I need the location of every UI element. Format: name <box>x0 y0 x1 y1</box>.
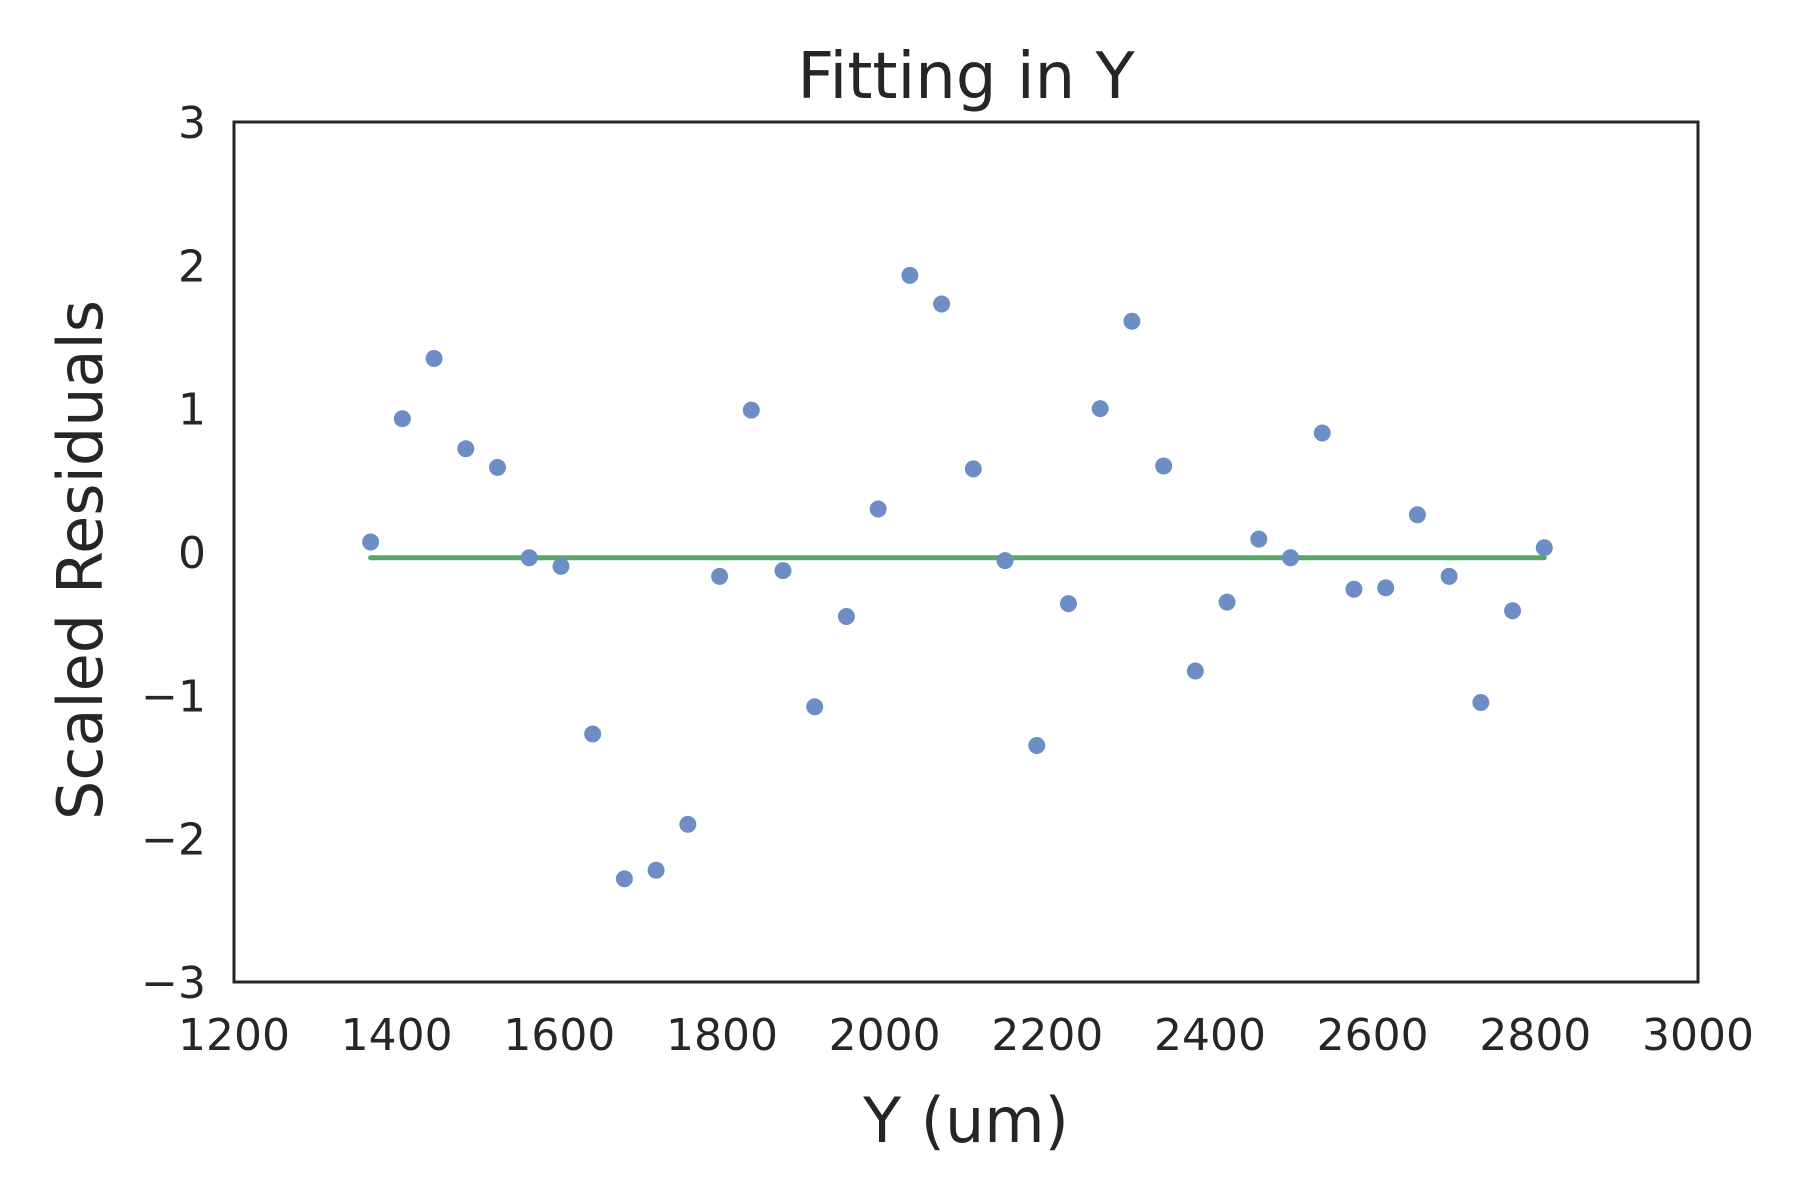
residual-point <box>1440 567 1458 585</box>
residual-point <box>742 401 760 419</box>
residual-point <box>1123 312 1141 330</box>
y-tick-label: −3 <box>141 958 206 1009</box>
residual-point <box>393 410 411 428</box>
y-tick-label: −1 <box>141 671 206 722</box>
y-tick-label: −2 <box>141 815 206 866</box>
residual-point <box>489 458 507 476</box>
x-tick-label: 2000 <box>829 1010 941 1061</box>
residual-point <box>1282 549 1300 567</box>
residual-points-layer <box>362 266 1553 888</box>
residual-point <box>1186 662 1204 680</box>
residual-point <box>1345 580 1363 598</box>
residual-point <box>584 725 602 743</box>
x-tick-label: 2200 <box>991 1010 1103 1061</box>
y-axis-label: Scaled Residuals <box>44 300 117 820</box>
x-tick-label: 3000 <box>1642 1010 1754 1061</box>
x-axis-label: Y (um) <box>862 1084 1069 1157</box>
residual-point <box>1028 737 1046 754</box>
y-tick-label: 3 <box>178 98 206 149</box>
residual-point <box>520 549 538 567</box>
residual-point <box>457 440 475 458</box>
residual-point <box>615 870 633 888</box>
x-tick-label: 1400 <box>341 1010 453 1061</box>
residual-point <box>933 295 951 313</box>
x-tick-label: 1200 <box>178 1010 290 1061</box>
residual-point <box>1472 694 1490 711</box>
residual-point <box>1155 457 1173 475</box>
axis-ticks: 1200 1400 1600 1800 2000 2200 2400 2600 2800 3000… <box>141 98 1754 1061</box>
residual-point <box>774 562 792 580</box>
residual-point <box>552 557 570 575</box>
residual-point <box>869 500 887 518</box>
residual-point <box>711 567 729 585</box>
x-tick-label: 2800 <box>1479 1010 1591 1061</box>
residual-point <box>1408 506 1426 524</box>
residual-point <box>1250 530 1268 548</box>
x-tick-label: 1800 <box>666 1010 778 1061</box>
residual-point <box>647 861 665 879</box>
residual-point <box>1535 539 1553 557</box>
residual-point <box>1218 593 1236 611</box>
residual-point <box>1504 602 1522 620</box>
residual-point <box>806 698 824 716</box>
chart-title: Fitting in Y <box>797 40 1135 114</box>
y-tick-label: 2 <box>178 241 206 292</box>
residual-point <box>362 533 380 551</box>
residual-point <box>837 608 855 625</box>
residual-point <box>901 266 919 284</box>
residual-point <box>679 815 697 833</box>
x-tick-label: 2600 <box>1317 1010 1429 1061</box>
y-tick-label: 1 <box>178 385 206 436</box>
x-tick-label: 1600 <box>503 1010 615 1061</box>
plot-frame <box>232 120 1700 984</box>
x-tick-label: 2400 <box>1154 1010 1266 1061</box>
residual-point <box>1377 579 1395 597</box>
residual-point <box>1313 424 1331 442</box>
residual-point <box>425 350 443 367</box>
residual-point <box>1091 400 1109 418</box>
residual-point <box>1059 595 1077 613</box>
residual-point <box>964 460 982 478</box>
residual-point <box>996 552 1014 570</box>
y-tick-label: 0 <box>178 528 206 579</box>
